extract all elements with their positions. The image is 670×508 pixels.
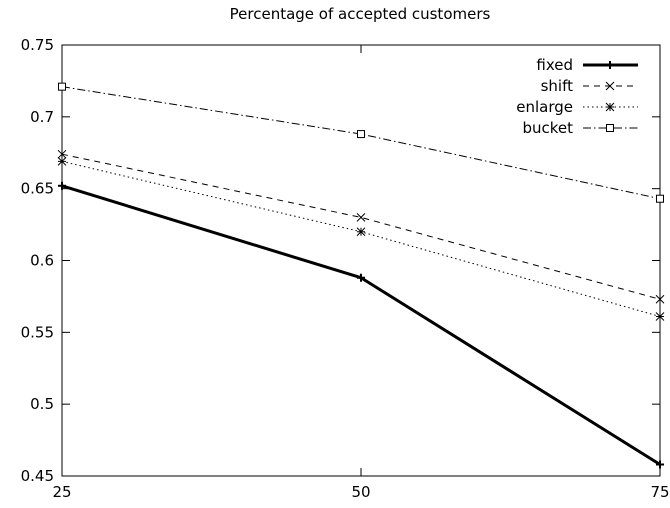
- y-tick-label: 0.75: [21, 36, 54, 54]
- legend-item-shift: shift: [541, 77, 638, 95]
- data-point-fixed: [357, 273, 365, 282]
- x-tick-label: 75: [650, 483, 669, 501]
- data-point-bucket: [656, 194, 664, 203]
- data-point-shift: [655, 294, 665, 304]
- series-line-fixed: [61, 184, 661, 466]
- axes: 0.45 0.5 0.55 0.6 0.65 0.7 0.75 25 50 75: [21, 36, 670, 501]
- legend-marker: [605, 81, 615, 91]
- series-bucket: [58, 82, 664, 203]
- x-tick-label: 50: [351, 483, 370, 501]
- y-tick-label: 0.6: [30, 252, 54, 270]
- legend: fixed shift enlarge bucket: [516, 56, 638, 137]
- data-point-shift: [356, 213, 366, 222]
- legend-label: enlarge: [516, 98, 573, 116]
- series-line-bucket: [61, 86, 661, 200]
- y-tick-label: 0.5: [30, 395, 54, 413]
- y-tick-label: 0.65: [21, 180, 54, 198]
- y-tick-label: 0.45: [21, 467, 54, 485]
- series-fixed: [58, 181, 664, 469]
- data-point-fixed: [58, 181, 66, 190]
- data-point-enlarge: [655, 312, 665, 321]
- series-line-shift: [61, 153, 661, 300]
- data-point-shift: [57, 149, 67, 159]
- y-tick-label: 0.7: [30, 108, 54, 126]
- legend-item-fixed: fixed: [536, 56, 638, 74]
- legend-label: bucket: [522, 119, 573, 137]
- data-point-enlarge: [57, 157, 67, 166]
- data-point-bucket: [357, 130, 365, 139]
- series-enlarge: [57, 157, 665, 321]
- data-point-fixed: [656, 460, 664, 469]
- data-point-bucket: [58, 82, 66, 91]
- legend-label: fixed: [536, 56, 573, 74]
- x-tick-label: 25: [52, 483, 71, 501]
- legend-item-enlarge: enlarge: [516, 98, 638, 116]
- y-tick-label: 0.55: [21, 323, 54, 341]
- data-point-enlarge: [356, 227, 366, 237]
- legend-item-bucket: bucket: [522, 119, 638, 137]
- series-layer: [57, 82, 665, 469]
- chart-title: Percentage of accepted customers: [230, 5, 491, 23]
- legend-marker: [606, 124, 614, 132]
- series-shift: [57, 149, 665, 304]
- series-line-enlarge: [61, 160, 661, 318]
- legend-label: shift: [541, 77, 574, 95]
- legend-marker: [605, 102, 615, 112]
- legend-marker: [606, 61, 614, 69]
